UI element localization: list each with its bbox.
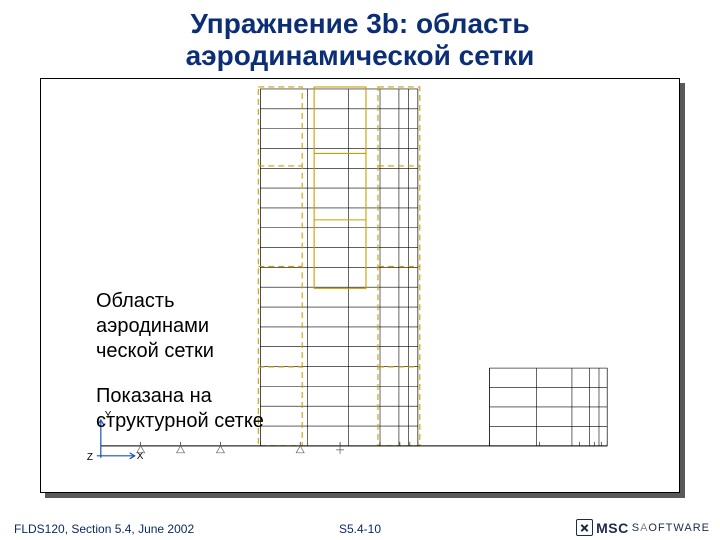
brand-software-rest: OFTWARE <box>648 522 710 534</box>
brand-msc: MSC <box>596 520 629 536</box>
slide-footer: FLDS120, Section 5.4, June 2002 S5.4-10 … <box>0 516 720 536</box>
title-line-1: Упражнение 3b: область <box>190 8 529 39</box>
figure-caption: Область аэродинами ческой сетки Показана… <box>96 289 276 434</box>
slide: Упражнение 3b: область аэродинамической … <box>0 0 720 540</box>
svg-text:Z: Z <box>87 452 93 463</box>
caption-line-1: Область аэродинами ческой сетки <box>96 289 276 364</box>
slide-title: Упражнение 3b: область аэродинамической … <box>0 8 720 72</box>
title-line-2: аэродинамической сетки <box>186 40 535 71</box>
brand-software-s: S <box>632 522 640 534</box>
figure-frame: YXZ Область аэродинами ческой сетки Пока… <box>40 78 680 493</box>
svg-text:X: X <box>137 451 144 462</box>
caption-line-2: Показана на структурной сетке <box>96 384 276 434</box>
brand-software: SAOFTWARE <box>632 522 710 534</box>
brand-logo-icon <box>576 519 593 536</box>
footer-brand: MSC SAOFTWARE <box>576 519 710 536</box>
